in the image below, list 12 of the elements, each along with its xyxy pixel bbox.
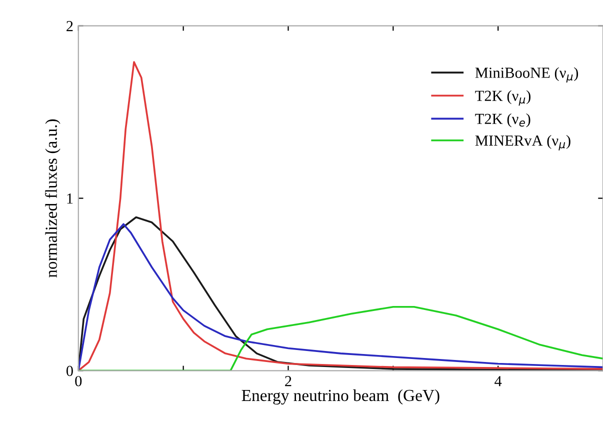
x-tick-label: 0 — [75, 376, 82, 386]
y-tick-label: 2 — [66, 21, 73, 32]
x-tick-label: 4 — [494, 376, 502, 386]
x-axis-title: Energy neutrino beam (GeV) — [242, 389, 440, 405]
y-tick-label: 1 — [67, 193, 73, 204]
legend-label: MiniBooNE (ν$_{μ}$) — [475, 67, 578, 83]
y-axis-title: normalized fluxes (a.u.) — [45, 119, 60, 278]
legend-label: T2K (ν$_{μ}$) — [475, 90, 530, 106]
x-tick-label: 2 — [285, 376, 292, 386]
legend-label: MINERvA (ν$_{μ}$) — [475, 135, 570, 150]
legend-label: T2K (ν$_{e}$) — [475, 113, 530, 128]
y-tick-label: 0 — [66, 366, 73, 376]
